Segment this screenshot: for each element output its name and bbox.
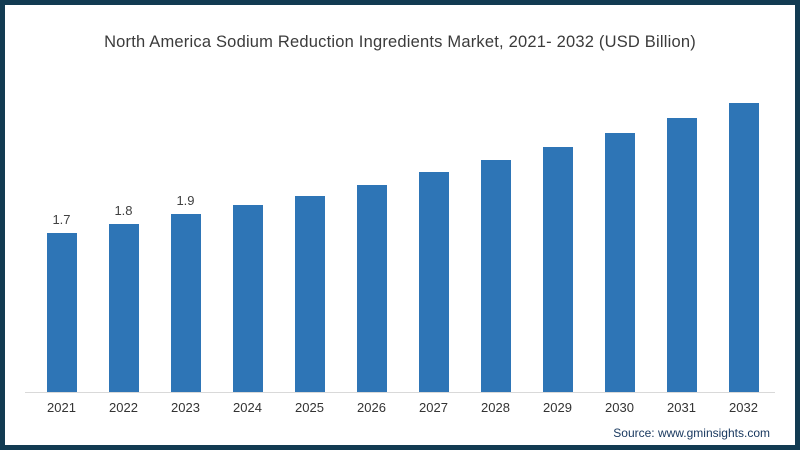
x-axis-label-2023: 2023: [171, 400, 200, 415]
bar-2023: [170, 214, 201, 392]
bar-2031: [666, 118, 697, 392]
bar-2025: [294, 195, 325, 392]
x-axis-label-2025: 2025: [295, 400, 324, 415]
x-axis-label-2024: 2024: [233, 400, 262, 415]
chart-stage: 2021 1.7 2022 1.8 2023 1.9 2024 2025 2026 2027 202…: [5, 5, 795, 445]
bar-2024: [232, 205, 263, 392]
x-axis-label-2021: 2021: [47, 400, 76, 415]
bar-value-label-2022: 1.8: [114, 202, 133, 218]
bar-2021: [46, 233, 77, 392]
bar-2032: [728, 103, 759, 392]
bar-2028: [480, 160, 511, 392]
x-axis-label-2032: 2032: [729, 400, 758, 415]
x-axis-label-2027: 2027: [419, 400, 448, 415]
chart-title: North America Sodium Reduction Ingredien…: [104, 33, 696, 51]
bar-2027: [418, 172, 449, 392]
source-label: Source: www.gminsights.com: [613, 426, 770, 440]
x-axis-line: [25, 392, 775, 393]
bar-value-label-2023: 1.9: [176, 193, 195, 209]
bar-2030: [604, 133, 635, 392]
bar-2026: [356, 185, 387, 392]
x-axis-label-2026: 2026: [357, 400, 386, 415]
x-axis-label-2030: 2030: [605, 400, 634, 415]
x-axis-label-2031: 2031: [667, 400, 696, 415]
x-axis-label-2029: 2029: [543, 400, 572, 415]
bar-2029: [542, 147, 573, 392]
bar-value-label-2021: 1.7: [52, 212, 71, 228]
x-axis-label-2028: 2028: [481, 400, 510, 415]
x-axis-label-2022: 2022: [109, 400, 138, 415]
bar-2022: [108, 223, 139, 392]
